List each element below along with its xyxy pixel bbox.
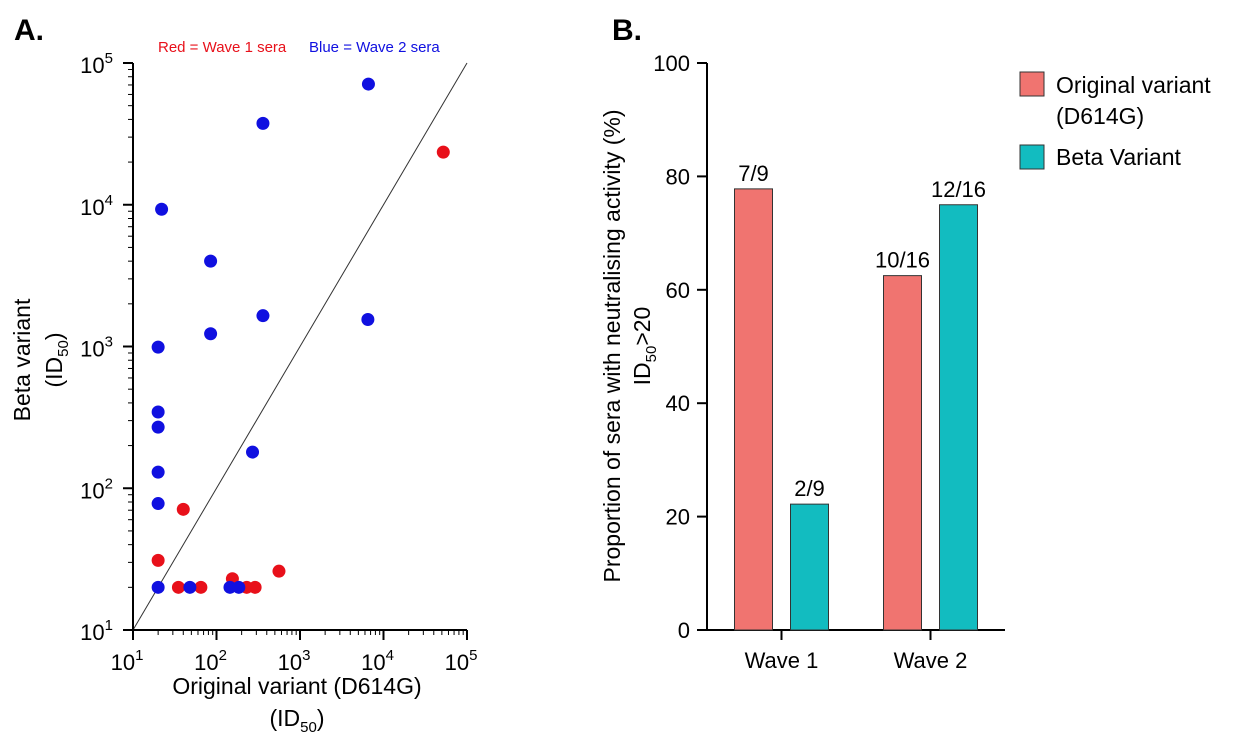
- wave2-point: [151, 465, 165, 479]
- y-axis-title: Beta variant: [9, 298, 35, 421]
- bar-category-label: Wave 1: [745, 648, 819, 673]
- bar-y-axis-title-group: Proportion of sera with neutralising act…: [599, 110, 660, 583]
- wave2-point: [151, 340, 165, 354]
- bar-data-label: 7/9: [738, 161, 769, 186]
- bar-y-tick-label: 80: [666, 164, 690, 189]
- wave1-point: [176, 502, 190, 516]
- y-tick-label: 101: [80, 617, 113, 645]
- wave2-point: [361, 313, 375, 327]
- x-tick-label: 103: [278, 647, 311, 675]
- x-axis-unit: (ID50): [269, 705, 324, 736]
- wave2-point: [204, 327, 218, 341]
- legend-label-original-2: (D614G): [1056, 103, 1144, 129]
- bar-y-axis-subtitle: ID50>20: [629, 307, 660, 386]
- x-tick-label: 101: [111, 647, 144, 675]
- bar-y-tick-label: 60: [666, 278, 690, 303]
- wave1-point: [272, 564, 286, 578]
- y-tick-label: 103: [80, 334, 113, 362]
- wave2-point: [232, 580, 246, 594]
- wave2-point: [151, 405, 165, 419]
- bar-beta-variant: [790, 503, 829, 631]
- wave2-point: [151, 497, 165, 511]
- bar-data-label: 2/9: [794, 476, 825, 501]
- wave1-point: [151, 553, 165, 567]
- y-tick-label: 105: [80, 50, 113, 78]
- bar-y-tick-label: 40: [666, 391, 690, 416]
- x-tick-label: 105: [445, 647, 478, 675]
- wave1-point: [171, 580, 185, 594]
- wave2-point: [183, 580, 197, 594]
- bar-y-tick-label: 100: [653, 51, 690, 76]
- bar-data-label: 12/16: [931, 177, 986, 202]
- wave2-point: [204, 254, 218, 268]
- x-tick-label: 104: [361, 647, 394, 675]
- bar-original-variant: [883, 275, 922, 631]
- y-axis-title-group: Beta variant (ID50): [9, 298, 72, 421]
- wave1-point: [194, 580, 208, 594]
- bar-beta-variant: [939, 204, 978, 631]
- wave2-point: [256, 309, 270, 323]
- panel-b-label: B.: [612, 14, 642, 47]
- bar-y-axis-title: Proportion of sera with neutralising act…: [599, 110, 625, 583]
- wave2-point: [151, 580, 165, 594]
- bar-chart: 0 20 40 60 80 100 Wave 1 7/9 2/9 Wave 2 10/16 12/16: [653, 51, 1005, 673]
- y-axis-unit: (ID50): [41, 332, 72, 387]
- wave2-point: [246, 445, 260, 459]
- y-tick-label: 104: [80, 192, 113, 220]
- x-tick-label: 102: [194, 647, 227, 675]
- legend-label-original-1: Original variant: [1056, 72, 1211, 98]
- identity-line: [132, 62, 468, 631]
- wave2-point: [361, 77, 375, 91]
- bar-original-variant: [734, 188, 773, 631]
- bar-y-tick-label: 20: [666, 505, 690, 530]
- wave2-note: Blue = Wave 2 sera: [309, 39, 440, 56]
- bar-y-tick-label: 0: [678, 618, 690, 643]
- panel-a-label: A.: [14, 14, 44, 47]
- wave1-point: [436, 145, 450, 159]
- bar-category-label: Wave 2: [894, 648, 968, 673]
- wave1-note: Red = Wave 1 sera: [158, 39, 287, 56]
- x-axis-title: Original variant (D614G): [172, 673, 421, 699]
- wave2-point: [155, 202, 169, 216]
- bar-data-label: 10/16: [875, 248, 930, 273]
- wave2-point: [151, 420, 165, 434]
- wave2-point: [256, 116, 270, 130]
- legend-swatch-original: [1019, 71, 1045, 97]
- y-tick-label: 102: [80, 475, 113, 503]
- legend-label-beta: Beta Variant: [1056, 144, 1181, 170]
- legend-swatch-beta: [1019, 144, 1045, 170]
- wave1-point: [248, 580, 262, 594]
